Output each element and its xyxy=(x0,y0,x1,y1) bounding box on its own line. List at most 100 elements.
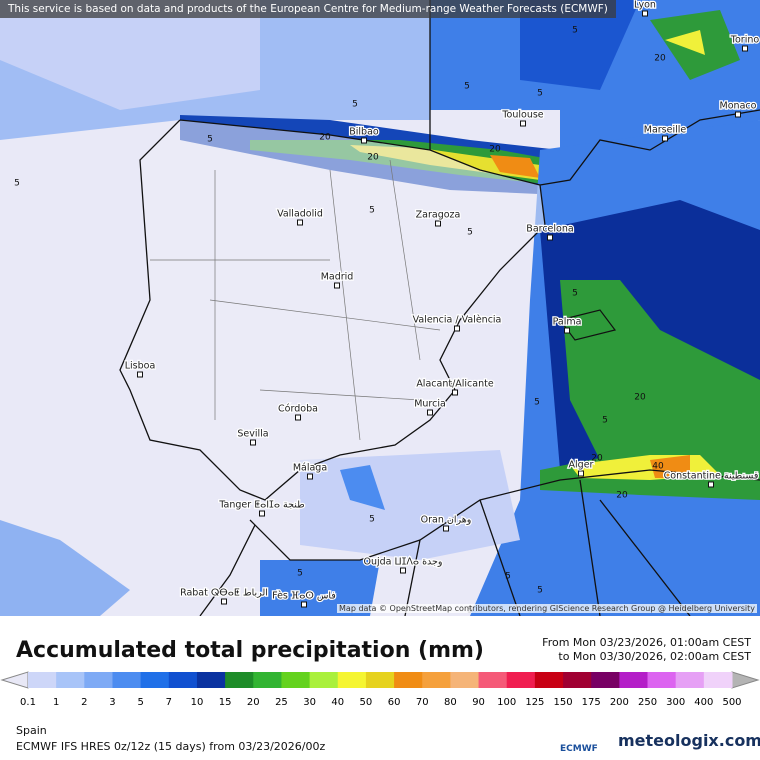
legend-swatch xyxy=(591,672,620,688)
city-marker xyxy=(520,120,526,127)
contour-label: 5 xyxy=(464,82,470,92)
contour-label: 5 xyxy=(537,89,543,99)
city-marker xyxy=(297,219,303,226)
legend-swatch xyxy=(619,672,649,688)
contour-label: 5 xyxy=(14,179,20,189)
contour-label: 20 xyxy=(591,454,603,464)
contour-label: 5 xyxy=(297,569,303,579)
city-label: Málaga xyxy=(293,463,327,474)
city-label: Bilbao xyxy=(349,127,379,138)
legend-swatch xyxy=(253,672,282,688)
city-label: Rabat ⵕⴱⴰⵟ الرباط xyxy=(180,588,268,599)
city-marker xyxy=(662,135,668,142)
city-label: Alger xyxy=(569,460,594,471)
city-label: Fès ⴼⴰⵙ فاس xyxy=(272,591,336,602)
city-marker xyxy=(221,598,227,605)
legend-swatch xyxy=(140,672,170,688)
rain-area xyxy=(340,465,385,510)
legend-swatch xyxy=(675,672,705,688)
city-marker xyxy=(137,371,143,378)
city-marker xyxy=(564,327,570,334)
city-label: Valladolid xyxy=(277,209,323,220)
city-marker xyxy=(642,10,648,17)
legend-swatch xyxy=(506,672,536,688)
legend-swatch xyxy=(84,672,113,688)
legend-swatch xyxy=(422,672,451,688)
city-marker xyxy=(454,325,460,332)
ecmwf-logo: ECMWF xyxy=(560,744,598,754)
map-credit: Map data © OpenStreetMap contributors, r… xyxy=(337,604,757,613)
rain-area xyxy=(665,30,705,55)
city-label: Sevilla xyxy=(237,429,268,440)
city-label: Oujda ⵡⵊⴷⴰ وجدة xyxy=(363,557,442,568)
city-label: Marseille xyxy=(644,125,687,136)
rain-area xyxy=(0,0,260,110)
city-label: Valencia / València xyxy=(413,315,502,326)
city-marker xyxy=(400,567,406,574)
legend-label: 125 xyxy=(525,697,544,708)
contour-label: 5 xyxy=(207,135,213,145)
legend-swatch xyxy=(478,672,508,688)
legend-label: 90 xyxy=(472,697,485,708)
legend-label: 60 xyxy=(388,697,401,708)
legend-label: 400 xyxy=(694,697,713,708)
legend-label: 20 xyxy=(247,697,260,708)
legend-swatch xyxy=(56,672,85,688)
legend-label: 10 xyxy=(191,697,204,708)
contour-label: 5 xyxy=(467,228,473,238)
legend-label: 0.1 xyxy=(20,697,36,708)
city-label: Palma xyxy=(553,317,582,328)
legend-label: 25 xyxy=(275,697,288,708)
city-label: Madrid xyxy=(321,272,354,283)
city-label: Torino xyxy=(730,35,760,46)
legend-label: 250 xyxy=(638,697,657,708)
rain-area xyxy=(520,0,640,90)
period-to: to Mon 03/30/2026, 02:00am CEST xyxy=(558,650,751,663)
legend-label: 2 xyxy=(81,697,87,708)
legend-label: 175 xyxy=(582,697,601,708)
meteologix-logo: meteologix.com xyxy=(618,731,760,750)
city-marker xyxy=(295,414,301,421)
contour-label: 5 xyxy=(602,416,608,426)
legend-label: 30 xyxy=(303,697,316,708)
city-label: Lisboa xyxy=(125,361,156,372)
legend-swatch xyxy=(365,672,395,688)
legend-label: 150 xyxy=(553,697,572,708)
rain-area xyxy=(0,520,130,616)
contour-label: 20 xyxy=(367,153,379,163)
contour-label: 20 xyxy=(319,133,331,143)
city-label: Oran وهران xyxy=(421,515,472,526)
legend-swatch xyxy=(281,672,311,688)
model-info: ECMWF IFS HRES 0z/12z (15 days) from 03/… xyxy=(16,740,326,753)
contour-label: 5 xyxy=(537,586,543,596)
contour-label: 20 xyxy=(616,491,628,501)
contour-label: 5 xyxy=(369,206,375,216)
city-label: Constantine قسنطينة xyxy=(664,471,759,482)
city-marker xyxy=(361,137,367,144)
legend-swatch xyxy=(647,672,677,688)
legend-label: 15 xyxy=(219,697,232,708)
legend-swatch xyxy=(28,672,57,688)
map: Lyon Torino Monaco Toulouse Marseille Bilbao V… xyxy=(0,0,760,616)
contour-label: 5 xyxy=(352,100,358,110)
city-label: Barcelona xyxy=(526,224,573,235)
legend-swatch xyxy=(196,672,226,688)
city-marker xyxy=(443,525,449,532)
legend-label: 100 xyxy=(497,697,516,708)
legend-swatch xyxy=(703,672,733,688)
legend-label: 500 xyxy=(722,697,741,708)
chart-title: Accumulated total precipitation (mm) xyxy=(16,638,484,663)
legend-label: 7 xyxy=(166,697,172,708)
legend-label: 300 xyxy=(666,697,685,708)
borders xyxy=(119,0,760,616)
contour-label: 5 xyxy=(534,398,540,408)
city-label: Murcia xyxy=(414,399,446,410)
contour-label: 5 xyxy=(369,515,375,525)
city-label: Monaco xyxy=(720,101,757,112)
city-label: Zaragoza xyxy=(416,210,461,221)
city-marker xyxy=(578,470,584,477)
city-marker xyxy=(735,111,741,118)
city-marker xyxy=(307,473,313,480)
iberia-land xyxy=(120,120,545,500)
